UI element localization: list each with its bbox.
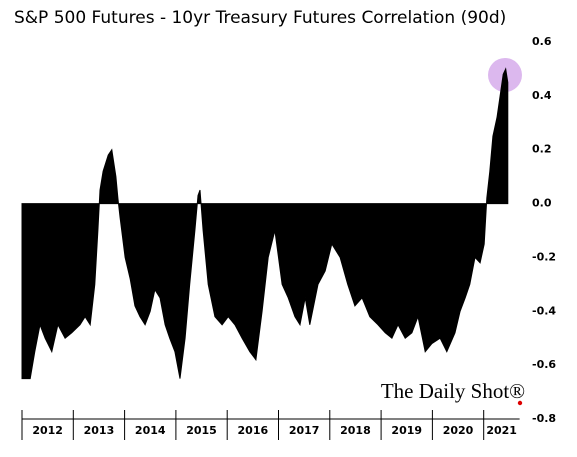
- x-tick-label: 2013: [84, 424, 115, 437]
- x-tick-label: 2015: [186, 424, 217, 437]
- x-tick-label: 2017: [289, 424, 320, 437]
- x-tick-label: 2018: [340, 424, 371, 437]
- y-tick-label: 0.4: [532, 89, 552, 102]
- y-tick-label: -0.2: [532, 250, 556, 263]
- x-tick-label: 2012: [32, 424, 63, 437]
- y-tick-label: -0.8: [532, 412, 556, 425]
- x-tick-label: 2021: [486, 424, 517, 437]
- x-tick-label: 2016: [238, 424, 269, 437]
- y-tick-label: 0.6: [532, 35, 552, 48]
- y-tick-label: 0.2: [532, 143, 552, 156]
- y-tick-label: -0.6: [532, 358, 556, 371]
- watermark-dot: [517, 400, 523, 406]
- x-tick-label: 2014: [135, 424, 166, 437]
- correlation-area: [21, 67, 509, 380]
- chart-title: S&P 500 Futures - 10yr Treasury Futures …: [14, 8, 506, 28]
- x-tick-label: 2019: [391, 424, 422, 437]
- y-tick-label: -0.4: [532, 304, 556, 317]
- watermark: The Daily Shot®: [381, 379, 525, 403]
- x-tick-label: 2020: [443, 424, 474, 437]
- y-tick-label: 0.0: [532, 197, 552, 210]
